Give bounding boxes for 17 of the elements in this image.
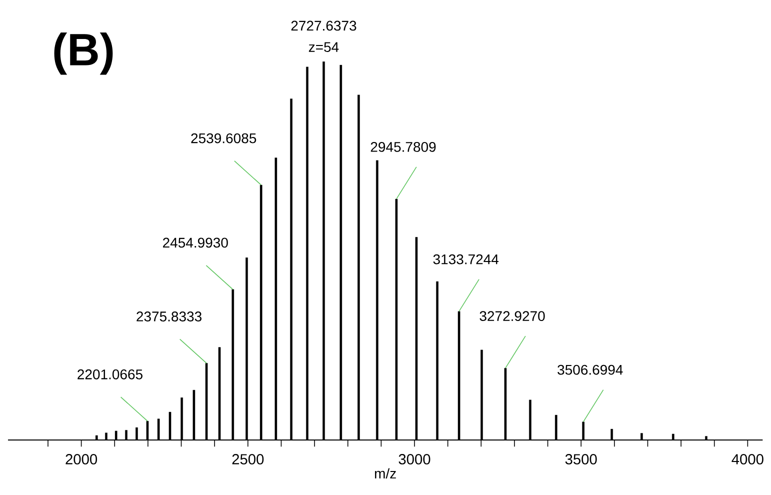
annotation: 2539.6085 xyxy=(191,133,256,144)
annotation: 2945.7809 xyxy=(370,142,436,152)
annotation: 2375.8333 xyxy=(136,312,202,322)
annotation: 3506.6994 xyxy=(558,364,623,375)
annotation: 2727.6373 xyxy=(291,20,356,31)
annotation: 2201.0665 xyxy=(78,369,142,380)
annotation: (B) xyxy=(54,32,113,75)
x-tick-label: 3500 xyxy=(565,454,597,464)
annotation: 3272.9270 xyxy=(480,311,545,322)
annotation: 3133.7244 xyxy=(433,254,499,264)
annotation: z=54 xyxy=(308,42,339,52)
x-axis-title: m/z xyxy=(374,468,396,479)
x-tick-label: 3000 xyxy=(398,454,430,464)
annotation: 2454.9930 xyxy=(163,238,228,248)
x-tick-label: 2000 xyxy=(66,454,98,464)
x-tick-label: 4000 xyxy=(732,454,764,464)
x-tick-label: 2500 xyxy=(232,454,264,464)
